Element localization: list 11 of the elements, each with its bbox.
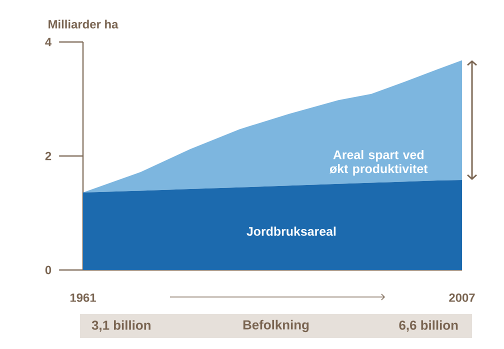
y-axis-title: Milliarder ha (48, 20, 118, 29)
y-tick-label: 0 (45, 266, 52, 274)
series-label: Areal spart ved økt produktivitet (330, 150, 428, 176)
y-tick-label: 2 (45, 152, 52, 160)
text: 3,1 billion (92, 320, 150, 332)
series-label: Jordbruksareal (246, 226, 336, 236)
text: 6,6 billion (399, 320, 458, 332)
x-tick-label: 2007 (449, 293, 475, 302)
x-tick-label: 1961 (70, 293, 96, 302)
text: Befolkning (243, 320, 309, 332)
y-tick-label: 4 (45, 38, 52, 46)
